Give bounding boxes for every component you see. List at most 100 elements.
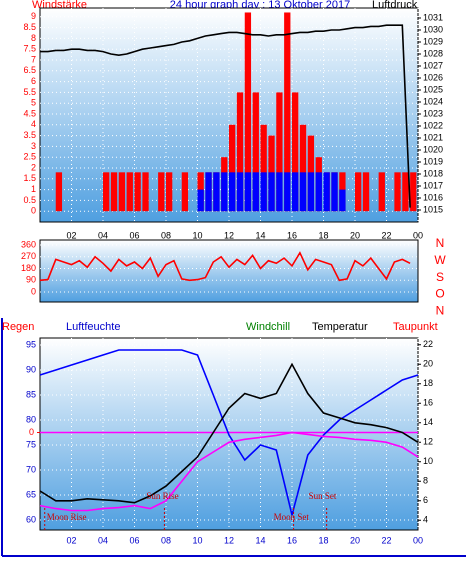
line (39, 362, 419, 504)
annotation: Moon Rise (47, 512, 87, 522)
x-tick-label: 16 (287, 230, 297, 240)
x-tick-label: 12 (224, 230, 234, 240)
bar (166, 172, 173, 212)
bar (276, 92, 283, 212)
y2-tick-label: 12 (423, 437, 433, 447)
x-tick-label: 10 (192, 230, 202, 240)
direction-label: S (436, 270, 444, 284)
y2-tick-label: 1021 (423, 132, 443, 142)
bar (236, 92, 244, 212)
bar (229, 172, 236, 212)
y-tick-label: 180 (21, 263, 36, 273)
x-tick-label: 06 (129, 535, 139, 545)
bar (118, 172, 126, 212)
bar (181, 172, 189, 212)
bar (103, 172, 110, 212)
legend-label: Taupunkt (393, 321, 438, 333)
y2-tick-label: 1015 (423, 204, 443, 214)
y-tick-label: 90 (26, 275, 36, 285)
y-tick-label: 0 (31, 286, 36, 296)
x-tick-label: 00 (413, 535, 423, 545)
y-tick-label: 9 (31, 11, 36, 21)
y-tick-label: 3.5 (23, 130, 36, 140)
line (39, 251, 411, 282)
bar (244, 172, 252, 212)
direction-label: N (436, 303, 445, 317)
y-tick-label: 270 (21, 251, 36, 261)
bar (244, 12, 252, 212)
direction-label: N (436, 236, 445, 250)
x-tick-label: 10 (192, 535, 202, 545)
bar (252, 172, 259, 212)
bar (252, 92, 259, 212)
bar (292, 172, 299, 212)
y-tick-label: 3 (31, 141, 36, 151)
x-tick-label: 14 (255, 535, 265, 545)
plot-background (39, 239, 419, 303)
annotation: Sun Rise (146, 491, 178, 501)
line (40, 24, 411, 208)
bar (55, 172, 63, 212)
y2-tick-label: 1025 (423, 84, 443, 94)
y-tick-label: 80 (26, 414, 36, 424)
bar (394, 172, 401, 212)
y-tick-label: 2 (31, 162, 36, 172)
x-tick-label: 08 (161, 230, 171, 240)
chart-title: 24 hour graph day : 13 Oktober 2017 (170, 0, 350, 11)
y-tick-label: 7.5 (23, 44, 36, 54)
bar (158, 172, 165, 212)
x-tick-label: 22 (381, 535, 391, 545)
x-tick-label: 08 (161, 535, 171, 545)
y-tick-label: 360 (21, 239, 36, 249)
annotation: Sun Set (309, 491, 337, 501)
x-tick-label: 14 (255, 230, 265, 240)
bar (378, 172, 385, 212)
y2-tick-label: 1026 (423, 72, 443, 82)
y2-tick-label: 8 (423, 476, 428, 486)
x-tick-label: 16 (287, 535, 297, 545)
y-tick-label: 5.5 (23, 87, 36, 97)
bar (355, 172, 362, 212)
y-tick-label: 8.5 (23, 22, 36, 32)
x-tick-label: 18 (318, 230, 328, 240)
y-tick-label: 2.5 (23, 152, 36, 162)
y-tick-label: 65 (26, 489, 36, 499)
bar (284, 12, 291, 212)
y-tick-label: 95 (26, 339, 36, 349)
y2-tick-label: 10 (423, 456, 433, 466)
y2-tick-label: 1019 (423, 156, 443, 166)
y-tick-label: 75 (26, 439, 36, 449)
bar (331, 172, 338, 212)
y-tick-label: 4.5 (23, 108, 36, 118)
bar (221, 172, 228, 212)
y2-tick-label: 14 (423, 417, 433, 427)
y2-tick-label: 1029 (423, 36, 443, 46)
bar (402, 172, 409, 212)
y-tick-label: 1 (31, 184, 36, 194)
bar (299, 172, 307, 212)
y-tick-label: 0 (31, 206, 36, 216)
y2-tick-label: 1016 (423, 192, 443, 202)
bar (299, 124, 307, 212)
x-tick-label: 04 (98, 535, 108, 545)
bar (284, 172, 291, 212)
y-axis-label: Windstärke (32, 0, 87, 11)
y2-tick-label: 1030 (423, 24, 443, 34)
annotation: Moon Set (274, 512, 310, 522)
bar (307, 172, 315, 212)
x-tick-label: 20 (350, 535, 360, 545)
y-tick-label: 7 (31, 54, 36, 64)
y2-tick-label: 1027 (423, 60, 443, 70)
y2-tick-label: 18 (423, 378, 433, 388)
bar (276, 172, 283, 212)
x-tick-label: 04 (98, 230, 108, 240)
x-tick-label: 22 (381, 230, 391, 240)
y3-tick-label: 0 (29, 427, 34, 437)
line (39, 349, 419, 516)
y-tick-label: 8 (31, 33, 36, 43)
y2-tick-label: 1022 (423, 120, 443, 130)
bar (134, 172, 141, 212)
bar (292, 92, 299, 212)
bar (260, 124, 267, 212)
